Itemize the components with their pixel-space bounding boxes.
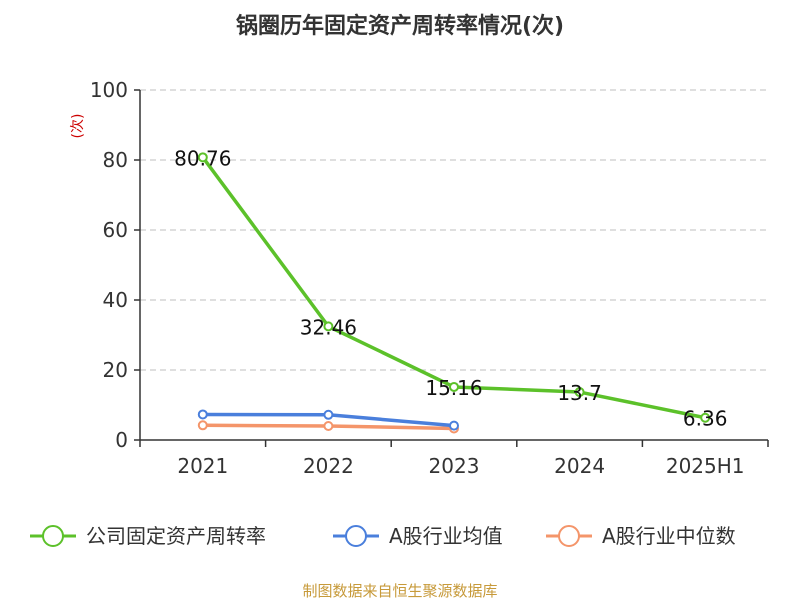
gridlines [140,89,768,371]
data-label: 13.7 [557,381,602,405]
y-tick-label: 100 [90,78,128,102]
x-tick-label: 2021 [177,454,228,478]
y-tick-label: 0 [115,428,128,452]
legend-marker [558,525,580,547]
data-point [323,421,334,431]
data-point [197,409,208,420]
data-point [197,420,208,431]
data-point [323,321,334,332]
x-tick-label: 2022 [303,454,354,478]
data-label: 6.36 [683,407,728,431]
axes: 0 20 40 60 80 100 2021 2022 2023 2024 2025H1 [90,78,769,478]
data-point [700,412,711,423]
data-point [449,420,459,431]
y-tick-label: 80 [103,148,128,172]
x-tick-label: 2024 [554,454,605,478]
legend-label: A股行业均值 [389,524,503,548]
chart-title: 锅圈历年固定资产周转率情况(次) [236,13,564,39]
x-tick-label: 2023 [429,454,480,478]
legend-label: 公司固定资产周转率 [86,524,266,548]
legend-marker [42,525,64,547]
data-point [323,409,334,420]
legend-label: A股行业中位数 [602,524,736,548]
series-lines [197,152,711,434]
y-tick-label: 60 [103,218,128,242]
data-labels: 80.76 32.46 15.16 13.7 6.36 [174,146,727,430]
y-axis-label: (次) [70,114,86,139]
data-point [449,381,459,392]
legend: 公司固定资产周转率 A股行业均值 A股行业中位数 [30,524,736,548]
data-point [574,387,585,398]
source-note: 制图数据来自恒生聚源数据库 [302,582,497,600]
y-tick-label: 20 [103,358,128,382]
legend-marker [345,525,367,547]
data-label: 32.46 [300,315,357,339]
data-point [197,152,208,163]
data-label: 80.76 [174,146,231,170]
y-tick-label: 40 [103,288,128,312]
x-tick-label: 2025H1 [666,454,745,478]
data-label: 15.16 [425,376,482,400]
